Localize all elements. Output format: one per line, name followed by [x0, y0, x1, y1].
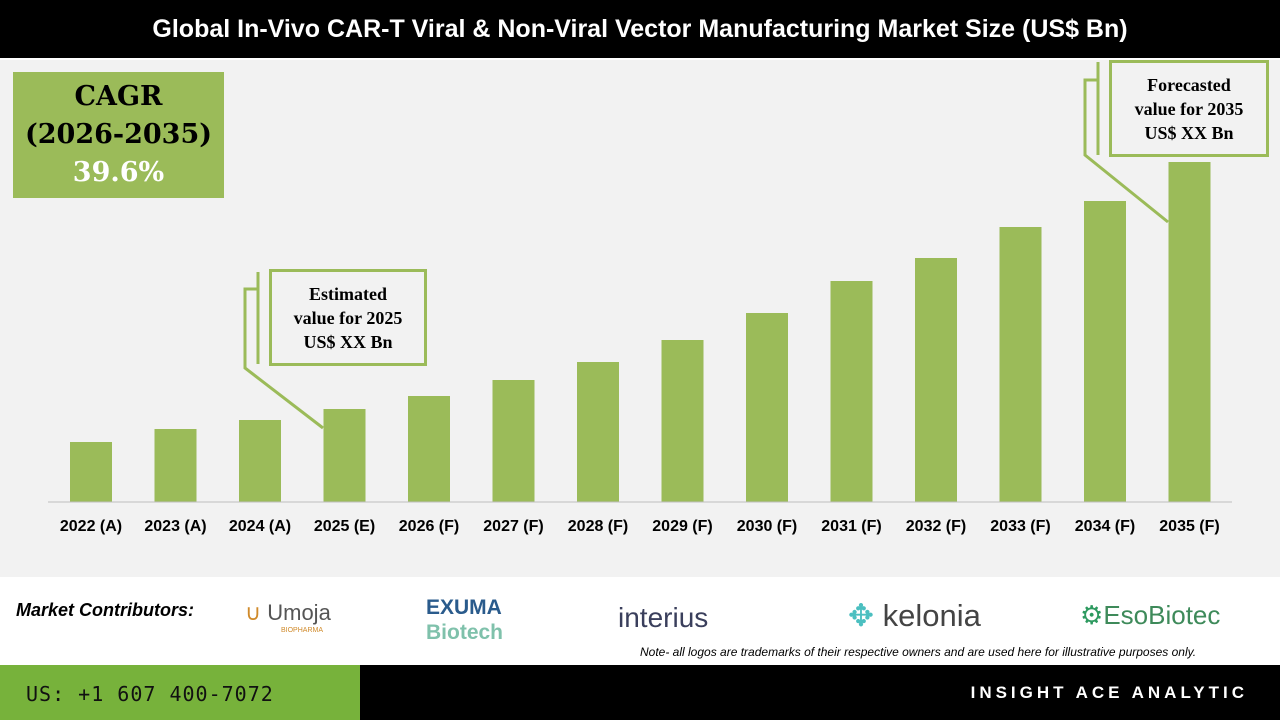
umoja-name: Umoja: [267, 600, 331, 625]
bar-9: [830, 281, 873, 502]
x-tick-label: 2032 (F): [906, 518, 966, 535]
umoja-logo: ∪ Umoja BIOPHARMA: [245, 600, 331, 635]
callout-line: US$ XX Bn: [1144, 122, 1234, 143]
bar-10: [915, 258, 957, 502]
footer-bar: INSIGHT ACE ANALYTIC: [360, 665, 1280, 720]
exuma-sub: Biotech: [426, 621, 504, 644]
x-tick-label: 2028 (F): [568, 518, 628, 535]
estimated-connector: [243, 287, 324, 430]
x-tick-label: 2035 (F): [1159, 518, 1219, 535]
cagr-period: (2026-2035): [24, 119, 213, 150]
x-tick-label: 2023 (A): [144, 518, 206, 535]
bar-4: [408, 396, 450, 502]
x-tick-label: 2029 (F): [652, 518, 712, 535]
exuma-name: EXUMA: [426, 596, 502, 619]
umoja-sub: BIOPHARMA: [281, 627, 324, 634]
callout-line: Estimated: [309, 283, 387, 304]
x-tick-label: 2025 (E): [314, 518, 375, 535]
x-tick-label: 2026 (F): [399, 518, 459, 535]
bar-1: [154, 429, 197, 502]
forecast-connector: [1083, 78, 1169, 224]
bar-7: [661, 340, 704, 502]
bar-3: [323, 409, 366, 502]
esobiotec-logo: ⚙EsoBiotec: [1080, 600, 1220, 630]
callout-line: value for 2025: [293, 307, 403, 328]
exuma-logo: EXUMA Biotech: [426, 595, 503, 645]
gear-icon: ⚙: [1080, 600, 1104, 630]
contributors-label: Market Contributors:: [16, 600, 195, 620]
x-tick-label: 2022 (A): [60, 518, 122, 535]
cagr-label: CAGR: [74, 81, 163, 112]
x-tick-label: 2031 (F): [821, 518, 881, 535]
x-tick-label: 2030 (F): [737, 518, 797, 535]
x-tick-label: 2034 (F): [1075, 518, 1135, 535]
esobiotec-name: EsoBiotec: [1103, 600, 1221, 630]
brand-name: INSIGHT ACE ANALYTIC: [970, 683, 1248, 702]
callout-line: US$ XX Bn: [303, 331, 393, 352]
x-tick-label: 2027 (F): [483, 518, 543, 535]
callout-line: value for 2035: [1134, 98, 1244, 119]
kelonia-name: kelonia: [882, 598, 981, 633]
kelonia-logo: ✥ kelonia: [848, 598, 981, 634]
forecast-callout: Forecasted value for 2035 US$ XX Bn: [1109, 60, 1269, 157]
interius-logo: interius: [618, 602, 709, 633]
estimated-callout: Estimated value for 2025 US$ XX Bn: [269, 269, 427, 366]
bar-11: [999, 227, 1042, 502]
trademark-note: Note- all logos are trademarks of their …: [640, 645, 1197, 659]
phone-number: US: +1 607 400-7072: [0, 665, 360, 720]
chart-title: Global In-Vivo CAR-T Viral & Non-Viral V…: [0, 0, 1280, 58]
callout-line: Forecasted: [1147, 74, 1231, 95]
bar-12: [1084, 201, 1126, 502]
bar-chart: 2022 (A) 2023 (A) 2024 (A) 2025 (E) 2026 (F)…: [48, 62, 1232, 535]
cagr-value: 39.6%: [72, 157, 165, 188]
bar-5: [492, 380, 535, 502]
x-tick-label: 2024 (A): [229, 518, 291, 535]
kelonia-mark-icon: ✥: [848, 598, 874, 633]
bar-13: [1168, 162, 1211, 502]
umoja-mark-icon: ∪: [245, 600, 262, 625]
bar-8: [746, 313, 788, 502]
bar-0: [70, 442, 112, 502]
x-tick-label: 2033 (F): [990, 518, 1050, 535]
cagr-box: CAGR (2026-2035) 39.6%: [13, 72, 224, 198]
bar-6: [577, 362, 619, 502]
bar-2: [239, 420, 281, 502]
